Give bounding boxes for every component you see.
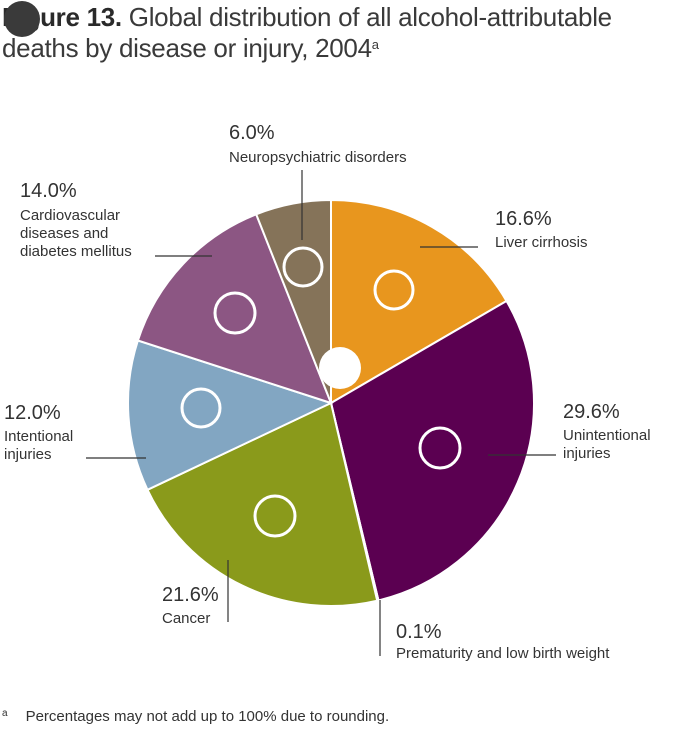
- redaction-circle: [4, 1, 40, 37]
- footnote: a Percentages may not add up to 100% due …: [2, 708, 389, 725]
- slice-pct-label-3: 21.6%: [162, 584, 219, 606]
- title-footnote-mark: a: [371, 37, 379, 52]
- slice-pct-label-4: 12.0%: [4, 402, 61, 424]
- slice-pct-label-5: 14.0%: [20, 180, 77, 202]
- slice-marker-1: [418, 426, 462, 470]
- center-marker: [319, 347, 361, 389]
- slice-marker-0: [373, 269, 415, 311]
- slice-name-label-4: Intentional injuries: [4, 428, 73, 463]
- footnote-text: Percentages may not add up to 100% due t…: [25, 708, 390, 725]
- pie-slice-5: [136, 212, 333, 405]
- slice-name-label-3: Cancer: [162, 610, 210, 627]
- pie-chart: 16.6% Liver cirrhosis 29.6% Unintentional in…: [4, 122, 651, 662]
- slice-markers: [180, 246, 462, 538]
- slice-marker-4: [180, 387, 222, 429]
- pie-slice-4: [127, 339, 334, 492]
- pie-slice-1: [329, 299, 535, 602]
- slice-marker-5: [213, 291, 257, 335]
- chart-title: Figure 13. Global distribution of all al…: [2, 2, 678, 64]
- pie-slice-3: [146, 401, 379, 607]
- slice-name-label-2: Prematurity and low birth weight: [396, 645, 610, 662]
- leader-lines: [86, 170, 556, 656]
- slice-pct-label-2: 0.1%: [396, 621, 442, 643]
- slice-name-label-1: Unintentional injuries: [563, 427, 651, 462]
- title-text: Global distribution of all alcohol-attri…: [2, 2, 612, 63]
- slice-labels: 16.6% Liver cirrhosis 29.6% Unintentional in…: [4, 122, 651, 662]
- slice-pct-label-0: 16.6%: [495, 208, 552, 230]
- slice-name-label-5: Cardiovascular diseases and diabetes melli…: [20, 207, 132, 260]
- pie-slice-0: [330, 198, 508, 405]
- slice-marker-6: [282, 246, 324, 288]
- slice-name-label-6: Neuropsychiatric disorders: [229, 149, 407, 166]
- slice-pct-label-6: 6.0%: [229, 122, 275, 144]
- footnote-mark: a: [2, 708, 8, 719]
- pie-slices: [127, 198, 535, 607]
- slice-pct-label-1: 29.6%: [563, 401, 620, 423]
- slice-marker-3: [253, 494, 297, 538]
- slice-name-label-0: Liver cirrhosis: [495, 234, 588, 251]
